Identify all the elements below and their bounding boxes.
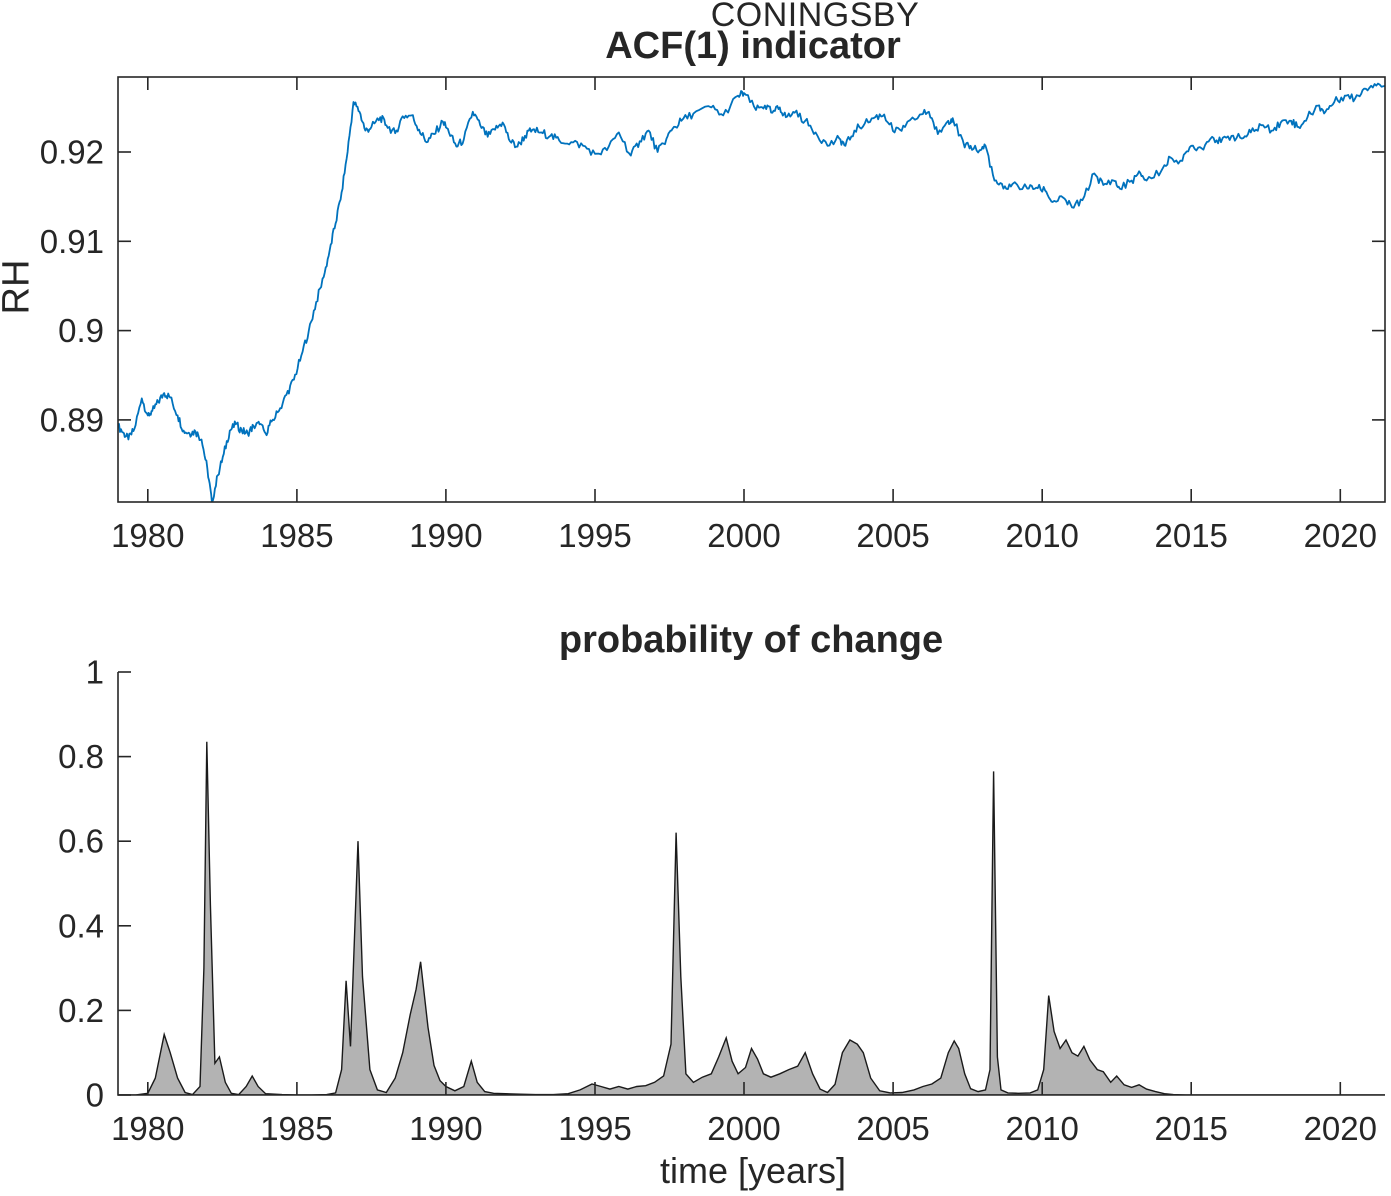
bottom-chart-title: probability of change [558, 619, 944, 661]
x-tick-label: 1990 [409, 517, 482, 554]
x-tick-label: 1990 [409, 1110, 482, 1147]
x-tick-label: 2010 [1005, 1110, 1078, 1147]
x-tick-label: 1995 [558, 517, 631, 554]
y-tick-label: 1 [86, 654, 104, 691]
x-tick-label: 1985 [260, 1110, 333, 1147]
x-tick-label: 2020 [1304, 517, 1377, 554]
x-tick-label: 2015 [1154, 517, 1227, 554]
x-tick-label: 2000 [707, 517, 780, 554]
y-tick-label: 0.9 [58, 312, 104, 349]
y-tick-label: 0.4 [58, 907, 104, 944]
x-tick-label: 1980 [111, 517, 184, 554]
x-tick-label: 2005 [856, 517, 929, 554]
bottom-chart-xlabel: time [years] [659, 1150, 847, 1191]
axes [117, 76, 1386, 503]
x-tick-label: 2005 [856, 1110, 929, 1147]
y-tick-label: 0.2 [58, 992, 104, 1029]
x-tick-label: 2015 [1154, 1110, 1227, 1147]
y-tick-label: 0 [86, 1077, 104, 1114]
x-tick-label: 2020 [1304, 1110, 1377, 1147]
y-tick-label: 0.89 [40, 401, 104, 438]
top-chart-ylabel: RH [0, 259, 38, 315]
top-chart-title: ACF(1) indicator [605, 25, 901, 67]
x-tick-label: 1995 [558, 1110, 631, 1147]
bottom-chart: 1980 1985 1990 1995 2000 2005 2010 2015 2020 0 0.2… [58, 654, 1385, 1147]
figure-suptitle: CONINGSBY [710, 0, 920, 34]
y-tick-label: 0.91 [40, 223, 104, 260]
x-tick-label: 1980 [111, 1110, 184, 1147]
top-chart: 1980 1985 1990 1995 2000 2005 2010 2015 2020 0.89… [40, 76, 1386, 554]
probability-area-series [118, 741, 1385, 1095]
y-tick-label: 0.92 [40, 134, 104, 171]
rh-line-series [118, 82, 1385, 502]
x-tick-label: 2000 [707, 1110, 780, 1147]
x-tick-label: 1985 [260, 517, 333, 554]
y-tick-label: 0.6 [58, 823, 104, 860]
x-tick-label: 2010 [1005, 517, 1078, 554]
y-tick-label: 0.8 [58, 738, 104, 775]
axes [117, 671, 1385, 1096]
